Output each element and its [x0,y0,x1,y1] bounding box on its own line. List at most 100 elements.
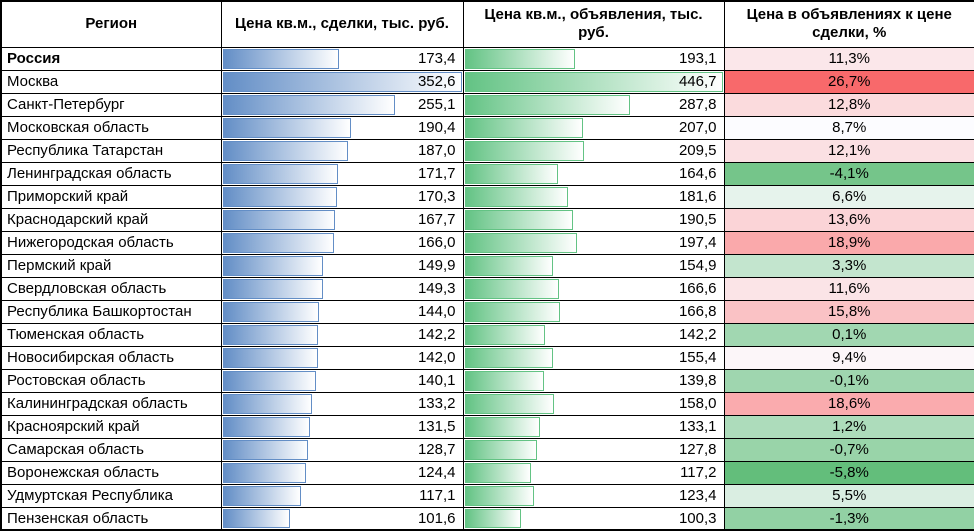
listing-data-bar [464,94,631,115]
deal-data-bar [222,508,290,528]
deal-value: 166,0 [417,234,456,251]
deal-value: 124,4 [417,464,456,481]
listing-data-bar [464,232,578,253]
listing-value: 209,5 [678,142,717,159]
listing-data-bar [464,209,574,230]
cell-ratio: 5,5% [723,483,974,508]
header-cell-ratio: Цена в объявлениях к цене сделки, % [723,0,974,48]
cell-listing-price: 127,8 [462,437,725,462]
table-row: Ростовская область 140,1 139,8 -0,1% [0,368,974,393]
table-row: Калининградская область 133,2 158,0 18,6% [0,391,974,416]
listing-data-bar [464,48,575,69]
cell-region: Калининградская область [0,391,222,416]
table-row: Пермский край 149,9 154,9 3,3% [0,253,974,278]
cell-deal-price: 173,4 [220,46,464,71]
table-row: Республика Татарстан 187,0 209,5 12,1% [0,138,974,163]
listing-value: 197,4 [678,234,717,251]
listing-value: 155,4 [678,349,717,366]
cell-ratio: 1,2% [723,414,974,439]
listing-value: 133,1 [678,418,717,435]
listing-data-bar [464,393,555,414]
listing-data-bar [464,163,559,184]
deal-value: 142,0 [417,349,456,366]
deal-data-bar [222,186,337,207]
cell-ratio: 6,6% [723,184,974,209]
listing-data-bar [464,255,553,276]
listing-value: 154,9 [678,257,717,274]
listing-value: 166,6 [678,280,717,297]
cell-region: Удмуртская Республика [0,483,222,508]
cell-deal-price: 144,0 [220,299,464,324]
header-cell-region: Регион [0,0,222,48]
cell-listing-price: 100,3 [462,506,725,531]
table-row: Воронежская область 124,4 117,2 -5,8% [0,460,974,485]
listing-data-bar [464,324,546,345]
listing-value: 166,8 [678,303,717,320]
cell-ratio: 8,7% [723,115,974,140]
cell-deal-price: 190,4 [220,115,464,140]
listing-value: 446,7 [678,73,717,90]
listing-data-bar [464,439,537,460]
cell-listing-price: 193,1 [462,46,725,71]
deal-value: 173,4 [417,50,456,67]
cell-region: Московская область [0,115,222,140]
cell-region: Свердловская область [0,276,222,301]
cell-region: Россия [0,46,222,71]
cell-region: Пермский край [0,253,222,278]
listing-value: 123,4 [678,487,717,504]
listing-value: 164,6 [678,165,717,182]
cell-listing-price: 117,2 [462,460,725,485]
cell-region: Тюменская область [0,322,222,347]
cell-region: Воронежская область [0,460,222,485]
listing-value: 127,8 [678,441,717,458]
cell-listing-price: 207,0 [462,115,725,140]
deal-value: 352,6 [417,73,456,90]
deal-value: 117,1 [419,487,456,504]
deal-value: 131,5 [417,418,456,435]
cell-deal-price: 131,5 [220,414,464,439]
cell-deal-price: 149,3 [220,276,464,301]
cell-deal-price: 171,7 [220,161,464,186]
table-row: Москва 352,6 446,7 26,7% [0,69,974,94]
deal-value: 190,4 [417,119,456,136]
listing-data-bar [464,186,569,207]
table-row: Удмуртская Республика 117,1 123,4 5,5% [0,483,974,508]
table-row: Красноярский край 131,5 133,1 1,2% [0,414,974,439]
cell-deal-price: 149,9 [220,253,464,278]
cell-region: Красноярский край [0,414,222,439]
cell-ratio: 13,6% [723,207,974,232]
cell-region: Пензенская область [0,506,222,531]
cell-ratio: 11,3% [723,46,974,71]
listing-value: 181,6 [678,188,717,205]
listing-data-bar [464,140,585,161]
table-row: Приморский край 170,3 181,6 6,6% [0,184,974,209]
listing-data-bar [464,416,540,437]
deal-data-bar [222,324,318,345]
table-body: Россия 173,4 193,1 11,3% Москва 352,6 446,7 26,… [0,46,974,531]
cell-listing-price: 154,9 [462,253,725,278]
cell-listing-price: 181,6 [462,184,725,209]
listing-data-bar [464,508,521,528]
table-row: Краснодарский край 167,7 190,5 13,6% [0,207,974,232]
cell-region: Новосибирская область [0,345,222,370]
deal-value: 167,7 [417,211,456,228]
cell-listing-price: 158,0 [462,391,725,416]
deal-data-bar [222,209,336,230]
deal-data-bar [222,117,351,138]
cell-region: Ростовская область [0,368,222,393]
deal-value: 140,1 [417,372,456,389]
deal-data-bar [222,393,312,414]
deal-data-bar [222,48,340,69]
cell-ratio: 9,4% [723,345,974,370]
deal-value: 101,6 [417,509,456,527]
deal-value: 149,3 [417,280,456,297]
listing-data-bar [464,117,583,138]
deal-value: 170,3 [417,188,456,205]
cell-listing-price: 209,5 [462,138,725,163]
cell-ratio: -0,7% [723,437,974,462]
listing-data-bar [464,462,531,483]
cell-deal-price: 142,2 [220,322,464,347]
cell-region: Приморский край [0,184,222,209]
cell-ratio: 26,7% [723,69,974,94]
cell-listing-price: 139,8 [462,368,725,393]
